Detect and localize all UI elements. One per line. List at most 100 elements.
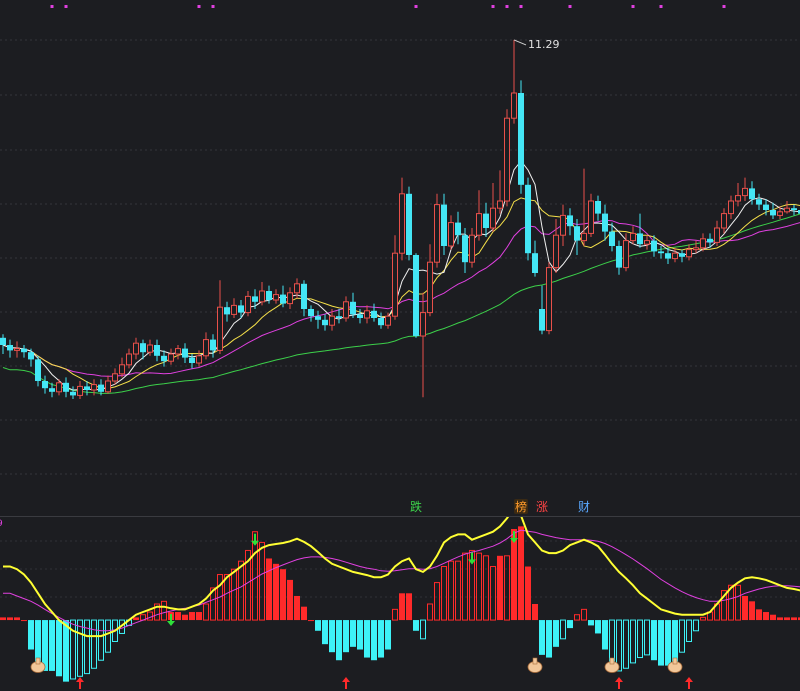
macd-bar [378,620,384,658]
candle [462,228,468,273]
macd-bar [462,552,468,621]
macd-bar [252,531,258,621]
candle-body [301,283,307,309]
candle [721,208,727,234]
macd-bar [546,620,552,658]
top-signal-dot [659,5,663,8]
macd-bar [756,609,762,621]
candle-body [259,290,265,303]
candle [427,244,433,317]
macd-bar [448,560,454,621]
candle [175,345,181,360]
macd-bar [105,619,111,653]
macd-bar [315,620,321,631]
candle-body [595,201,601,214]
candle [161,350,167,367]
candle-body [56,382,62,393]
macd-bar [469,549,475,621]
hand-finger [672,657,678,665]
candle [273,289,279,304]
candle-body [203,339,209,357]
candle [413,253,419,338]
candle [707,233,713,248]
candle [378,312,384,329]
macd-bar [504,555,510,621]
candle [791,204,797,216]
candle [203,332,209,360]
macd-bar [679,619,685,653]
candle [259,282,265,306]
candle [28,348,34,367]
hand-pointer-icon [527,657,543,673]
candle-body [791,208,797,210]
candlestick-panel[interactable]: 11.29 [0,0,800,500]
macd-panel[interactable]: 9 [0,517,800,691]
candle-body [728,200,734,215]
candle-body [126,353,132,366]
candle-body [168,353,174,362]
candle [567,208,573,236]
macd-bar [623,619,629,669]
macd-bar [574,614,580,621]
candle [511,39,517,124]
candle-body [28,352,34,360]
macd-bar [147,611,153,621]
macd-bar [420,619,426,640]
candle-body [273,294,279,301]
macd-bar [735,584,741,621]
buy-arrow-icon [76,677,84,689]
candle-body [567,215,573,227]
candle [315,310,321,329]
top-signal-dot [491,5,495,8]
candle-body [581,232,587,242]
candle [49,382,55,398]
macd-bar [217,574,223,621]
macd-bar [455,560,461,621]
macd-bar [91,619,97,669]
macd-bar [63,620,69,682]
candle [343,296,349,322]
candle-body [700,238,706,249]
candle-body [679,253,685,257]
candle-body [385,315,391,326]
candle [595,195,601,221]
candle-body [343,301,349,319]
macd-bar [749,601,755,621]
news-marker: 榜 [515,499,527,514]
candle-body [49,388,55,392]
news-marker-strip[interactable]: 跌 榜涨 财 [0,497,800,517]
arrow-head [685,677,693,682]
macd-bar [567,620,573,629]
candle-body [119,364,125,375]
macd-bar [791,617,797,621]
macd-bar [392,608,398,621]
candle [84,381,90,396]
macd-bar [98,619,104,661]
macd-bar [651,620,657,661]
candle-body [217,306,223,351]
macd-bar [329,620,335,653]
news-marker: 涨 [536,499,548,514]
candle [553,219,559,273]
candle-body [231,304,237,315]
candle-body [798,210,800,214]
candle [581,168,587,246]
top-signal-dot [211,5,215,8]
candle [371,303,377,322]
candle-body [322,319,328,326]
arrow-shaft [254,533,256,542]
hand-pointer-icon [667,657,683,673]
macd-bar [0,617,6,621]
candle-body [602,213,608,232]
macd-bar [336,620,342,661]
candle [385,312,391,329]
candle [280,285,286,308]
candle-body [497,200,503,209]
macd-bar [35,620,41,666]
candle [406,186,412,261]
macd-bar [280,569,286,621]
candle [714,220,720,246]
macd-bar [413,620,419,631]
candle-body [441,204,447,246]
macd-bar [483,555,489,621]
